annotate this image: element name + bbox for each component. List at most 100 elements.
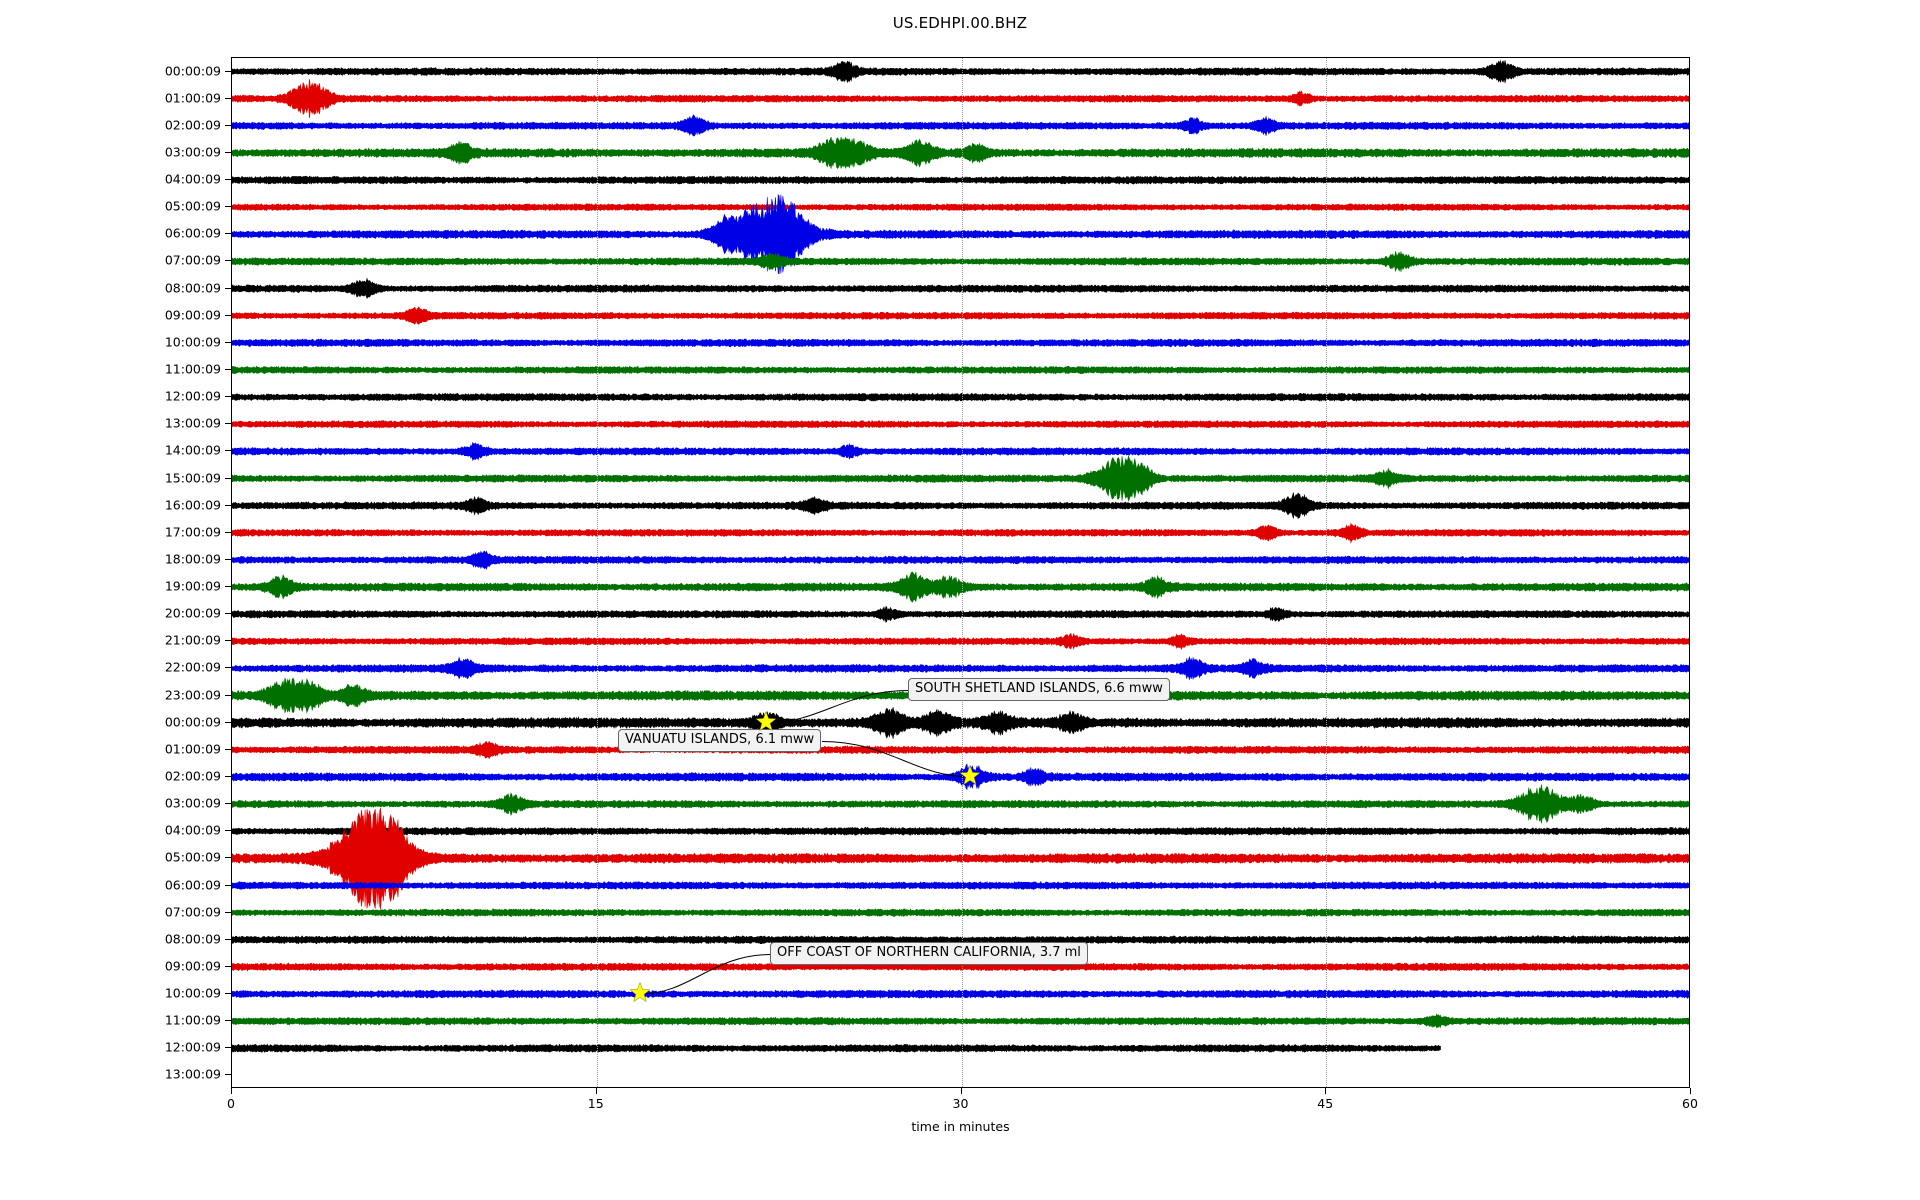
trace-row (232, 707, 1689, 739)
x-axis-tick-label: 15 (587, 1096, 604, 1111)
y-axis-tick-label: 17:00:09 (164, 524, 221, 540)
trace-row (232, 935, 1689, 945)
x-gridline (1326, 58, 1328, 1087)
y-axis-tick-label: 02:00:09 (164, 117, 221, 133)
y-axis-tick-mark (225, 586, 231, 588)
y-axis-tick-mark (225, 613, 231, 615)
x-axis-tick-label: 45 (1317, 1096, 1334, 1111)
trace-row (232, 59, 1689, 84)
y-axis-tick-mark (225, 993, 231, 995)
y-axis-tick-label: 10:00:09 (164, 334, 221, 350)
y-axis-tick-label: 13:00:09 (164, 1066, 221, 1082)
y-axis-tick-mark (225, 667, 231, 669)
y-axis-tick-label: 07:00:09 (164, 904, 221, 920)
event-annotation-label[interactable]: SOUTH SHETLAND ISLANDS, 6.6 mww (908, 678, 1170, 701)
event-annotation-label[interactable]: OFF COAST OF NORTHERN CALIFORNIA, 3.7 ml (770, 942, 1088, 965)
x-axis-tick-label: 60 (1682, 1096, 1698, 1111)
trace-row (232, 740, 1689, 760)
y-axis-tick-label: 03:00:09 (164, 795, 221, 811)
y-axis-tick-mark (225, 748, 231, 750)
y-axis-tick-label: 18:00:09 (164, 551, 221, 567)
trace-row (232, 175, 1689, 185)
y-axis-tick-mark (225, 369, 231, 370)
y-axis-tick-mark (225, 1047, 231, 1049)
x-gridline (596, 58, 598, 1087)
y-axis-tick-label: 11:00:09 (164, 361, 221, 377)
y-axis-tick-label: 00:00:09 (164, 714, 221, 730)
y-axis-tick-mark (225, 396, 231, 398)
trace-row (232, 908, 1689, 918)
trace-row (232, 784, 1689, 824)
y-axis-tick-mark (225, 857, 231, 859)
y-axis-tick-label: 21:00:09 (164, 632, 221, 648)
plot-area (231, 57, 1690, 1088)
y-axis-tick-label: 04:00:09 (164, 822, 221, 838)
trace-row (232, 136, 1689, 169)
y-axis-tick-label: 07:00:09 (164, 252, 221, 268)
y-axis-tick-mark (225, 151, 231, 153)
y-axis-tick-label: 19:00:09 (164, 578, 221, 594)
trace-row (232, 114, 1689, 137)
event-star-marker[interactable] (755, 710, 777, 733)
y-axis-tick-label: 02:00:09 (164, 768, 221, 784)
y-axis-tick-label: 00:00:09 (164, 63, 221, 79)
trace-row (232, 419, 1689, 429)
trace-row (232, 632, 1689, 651)
trace-row (232, 194, 1689, 275)
x-axis-tick-mark (595, 1088, 597, 1094)
y-axis-tick-mark (225, 179, 231, 181)
y-axis-tick-mark (225, 477, 231, 479)
y-axis-tick-label: 15:00:09 (164, 470, 221, 486)
y-axis-tick-label: 12:00:09 (164, 388, 221, 404)
x-axis-tick-mark (231, 1088, 232, 1094)
trace-row (232, 571, 1689, 603)
event-star-marker[interactable] (959, 764, 981, 787)
y-axis-tick-mark (225, 775, 231, 777)
y-axis-tick-mark (225, 803, 231, 805)
x-gridline (961, 58, 963, 1087)
y-axis-tick-label: 08:00:09 (164, 280, 221, 296)
y-axis-tick-mark (225, 884, 231, 886)
x-axis-tick-label: 30 (952, 1096, 969, 1111)
y-axis-tick-mark (225, 1074, 231, 1076)
y-axis-tick-mark (225, 558, 231, 560)
y-axis-tick-label: 20:00:09 (164, 605, 221, 621)
y-axis-tick-label: 11:00:09 (164, 1012, 221, 1028)
trace-row (232, 251, 1689, 273)
y-axis-tick-mark (225, 287, 231, 289)
trace-row (232, 826, 1689, 836)
y-axis-tick-label: 08:00:09 (164, 931, 221, 947)
y-axis-tick-label: 05:00:09 (164, 849, 221, 865)
y-axis-tick-label: 05:00:09 (164, 198, 221, 214)
event-star-marker[interactable] (628, 982, 651, 1004)
trace-row (232, 277, 1689, 300)
event-annotation-label[interactable]: VANUATU ISLANDS, 6.1 mww (618, 729, 822, 752)
y-axis-tick-mark (225, 423, 231, 425)
y-axis-tick-mark (225, 314, 231, 316)
trace-row (232, 522, 1689, 544)
trace-row (232, 656, 1689, 681)
y-axis-tick-mark (225, 206, 231, 208)
seismic-traces (232, 59, 1689, 1053)
y-axis-tick-mark (225, 938, 231, 940)
y-axis-tick-mark (225, 70, 231, 72)
trace-row (232, 989, 1689, 999)
trace-row (232, 365, 1689, 375)
y-axis-tick-mark (225, 531, 231, 533)
trace-row (232, 78, 1689, 119)
y-axis-tick-label: 13:00:09 (164, 415, 221, 431)
y-axis-tick-label: 06:00:09 (164, 877, 221, 892)
y-axis-tick-label: 04:00:09 (164, 171, 221, 187)
y-axis-tick-label: 01:00:09 (164, 741, 221, 757)
trace-row (232, 392, 1689, 402)
trace-row (232, 203, 1689, 212)
x-axis-tick-mark (1690, 1088, 1691, 1094)
y-axis-tick-label: 03:00:09 (164, 144, 221, 160)
trace-row (232, 880, 1689, 891)
y-axis-tick-mark (225, 260, 231, 262)
page-title: US.EDHPI.00.BHZ (892, 14, 1028, 32)
trace-row (232, 807, 1689, 910)
x-axis-tick-label: 0 (227, 1096, 235, 1111)
trace-row (232, 441, 1689, 462)
